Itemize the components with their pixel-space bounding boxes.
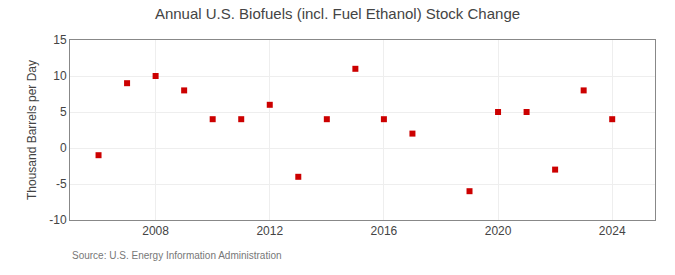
svg-text:0: 0 [60, 141, 67, 155]
svg-text:5: 5 [60, 105, 67, 119]
svg-text:2016: 2016 [371, 224, 398, 238]
svg-text:2012: 2012 [256, 224, 283, 238]
svg-text:-10: -10 [49, 213, 67, 227]
svg-text:Thousand Barrels per Day: Thousand Barrels per Day [25, 60, 39, 200]
svg-text:15: 15 [53, 33, 67, 47]
svg-text:2008: 2008 [142, 224, 169, 238]
svg-text:2024: 2024 [599, 224, 626, 238]
svg-text:10: 10 [53, 69, 67, 83]
svg-text:Source: U.S. Energy Informatio: Source: U.S. Energy Information Administ… [72, 250, 282, 261]
svg-text:Annual U.S. Biofuels (incl. Fu: Annual U.S. Biofuels (incl. Fuel Ethanol… [155, 5, 520, 22]
svg-text:-5: -5 [56, 177, 67, 191]
svg-text:2020: 2020 [485, 224, 512, 238]
